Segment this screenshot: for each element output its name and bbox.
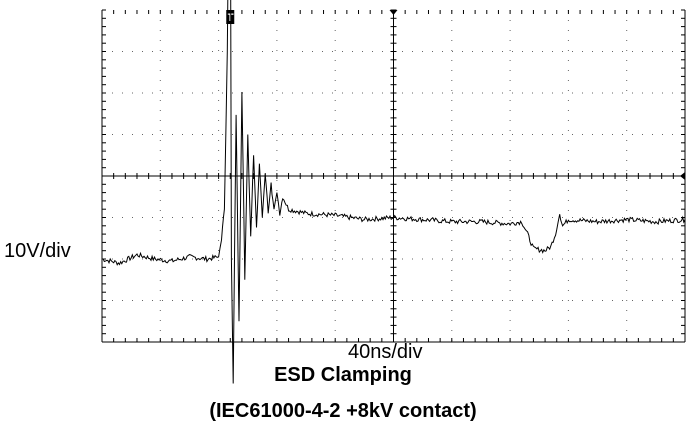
waveform-trace-group <box>102 0 686 384</box>
chart-title: ESD Clamping <box>274 364 412 386</box>
y-axis-label: 10V/div <box>4 240 71 262</box>
x-axis-label: 40ns/div <box>348 341 423 363</box>
waveform-trace <box>102 0 686 384</box>
top-center-marker <box>389 10 398 15</box>
graticule-ticks <box>101 9 686 343</box>
chart-subtitle: (IEC61000-4-2 +8kV contact) <box>209 400 477 422</box>
level-marker <box>680 172 685 180</box>
scope-markers: T <box>226 10 685 180</box>
